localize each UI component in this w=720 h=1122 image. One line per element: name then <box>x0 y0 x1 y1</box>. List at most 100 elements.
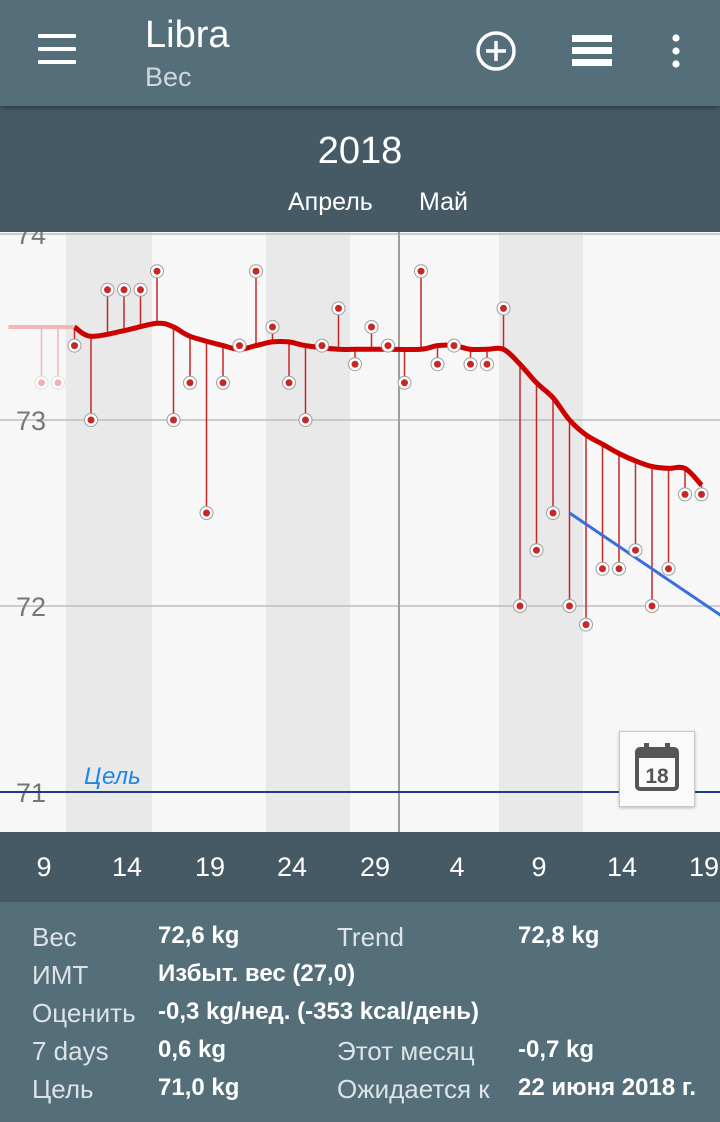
weight-point-dot <box>71 342 78 350</box>
weight-value: 72,6 kg <box>158 922 240 949</box>
weight-point-dot <box>54 379 62 387</box>
weight-point-dot <box>137 286 144 294</box>
y-tick-label: 73 <box>16 406 46 436</box>
x-tick-label: 19 <box>688 852 720 882</box>
weight-point-dot <box>302 416 309 424</box>
weight-point-dot <box>401 379 408 387</box>
weight-point-dot <box>648 602 656 610</box>
list-icon <box>572 35 612 66</box>
week-band <box>66 232 152 832</box>
stats-row-rate: Оценить -0,3 kg/нед. (-353 kcal/день) <box>0 998 720 1036</box>
weight-label: Вес <box>32 922 77 952</box>
list-view-button[interactable] <box>564 26 620 78</box>
x-tick-label: 19 <box>194 852 226 882</box>
seven-days-label: 7 days <box>32 1036 109 1066</box>
weight-point-dot <box>450 342 458 350</box>
trend-label: Trend <box>337 922 404 952</box>
weight-point-dot <box>335 304 342 312</box>
weight-point-dot <box>384 342 392 350</box>
weight-point-dot <box>269 323 276 331</box>
weight-point-dot <box>153 267 161 275</box>
menu-icon[interactable] <box>32 30 80 70</box>
bmi-label: ИМТ <box>32 960 89 990</box>
weight-point-dot <box>467 360 474 368</box>
overflow-menu-button[interactable] <box>648 26 704 78</box>
weight-point-dot <box>219 379 227 387</box>
weight-point-dot <box>483 360 491 368</box>
weight-point-dot <box>533 546 540 554</box>
y-tick-label: 74 <box>16 232 46 250</box>
seven-days-value: 0,6 kg <box>158 1036 227 1063</box>
x-tick-label: 4 <box>449 852 465 882</box>
stats-panel: Вес 72,6 kg Trend 72,8 kg ИМТ Избыт. вес… <box>0 902 720 1122</box>
bmi-value: Избыт. вес (27,0) <box>158 960 356 987</box>
weight-point-dot <box>549 509 557 517</box>
goal-line-label: Цель <box>84 763 141 790</box>
weight-point-dot <box>665 565 672 573</box>
y-tick-label: 72 <box>16 592 46 622</box>
weight-point-dot <box>318 342 326 350</box>
weight-point-dot <box>681 490 689 498</box>
x-axis: 9 14 19 24 29 4 9 14 19 <box>0 832 720 902</box>
period-header: 2018 Апрель Май <box>0 106 720 232</box>
calendar-day-number: 18 <box>645 765 669 788</box>
stats-row-bmi: ИМТ Избыт. вес (27,0) <box>0 960 720 998</box>
weight-point-dot <box>252 267 260 275</box>
app-bar: Libra Вес <box>0 0 720 106</box>
calendar-icon: 18 <box>635 743 679 791</box>
x-tick-label: 9 <box>36 852 52 882</box>
weight-point-dot <box>566 602 573 610</box>
stats-row-goal: Цель 71,0 kg Ожидается к 22 июня 2018 г. <box>0 1074 720 1112</box>
weight-point-dot <box>38 379 45 387</box>
weight-point-dot <box>500 304 507 312</box>
calendar-button[interactable]: 18 <box>619 731 695 807</box>
weight-point-dot <box>417 267 425 275</box>
trend-line <box>73 320 704 487</box>
weight-point-dot <box>434 360 441 368</box>
year-label: 2018 <box>317 130 403 172</box>
stats-row-7days: 7 days 0,6 kg Этот месяц -0,7 kg <box>0 1036 720 1074</box>
weight-point-dot <box>186 379 194 387</box>
weight-point-dot <box>599 565 606 573</box>
rate-label: Оценить <box>32 998 136 1028</box>
x-tick-label: 29 <box>359 852 391 882</box>
week-band <box>499 232 583 832</box>
expected-label: Ожидается к <box>337 1074 490 1104</box>
x-tick-label: 9 <box>531 852 547 882</box>
weight-point-dot <box>236 342 243 350</box>
app-subtitle: Вес <box>145 62 192 92</box>
weight-point-dot <box>615 565 623 573</box>
weight-point-dot <box>203 509 210 517</box>
weight-point-dot <box>582 621 590 629</box>
goal-label: Цель <box>32 1074 94 1104</box>
x-tick-label: 14 <box>111 852 143 882</box>
this-month-value: -0,7 kg <box>518 1036 595 1063</box>
trend-value: 72,8 kg <box>518 922 600 949</box>
forecast-line <box>568 511 720 617</box>
weight-point-dot <box>632 546 639 554</box>
expected-value: 22 июня 2018 г. <box>518 1074 697 1101</box>
month-label-april[interactable]: Апрель <box>288 188 373 216</box>
weight-point-dot <box>87 416 95 424</box>
stats-row-weight: Вес 72,6 kg Trend 72,8 kg <box>0 922 720 960</box>
this-month-label: Этот месяц <box>337 1036 475 1066</box>
weight-point-dot <box>516 602 524 610</box>
week-band <box>266 232 350 832</box>
month-label-may[interactable]: Май <box>419 188 468 216</box>
weight-chart[interactable]: 74 73 72 71 Цель <box>0 232 720 832</box>
goal-value: 71,0 kg <box>158 1074 240 1101</box>
weight-point-dot <box>368 323 375 331</box>
weight-point-dot <box>120 286 128 294</box>
app-title: Libra <box>145 14 230 56</box>
more-vert-icon <box>672 34 680 68</box>
x-tick-label: 24 <box>276 852 308 882</box>
rate-value: -0,3 kg/нед. (-353 kcal/день) <box>158 998 480 1025</box>
add-entry-button[interactable] <box>468 26 524 78</box>
add-circle-icon <box>476 31 516 71</box>
weight-point-dot <box>285 379 293 387</box>
weight-point-dot <box>698 490 705 498</box>
weight-point-dot <box>104 286 111 294</box>
weight-point-dot <box>170 416 177 424</box>
x-tick-label: 14 <box>606 852 638 882</box>
